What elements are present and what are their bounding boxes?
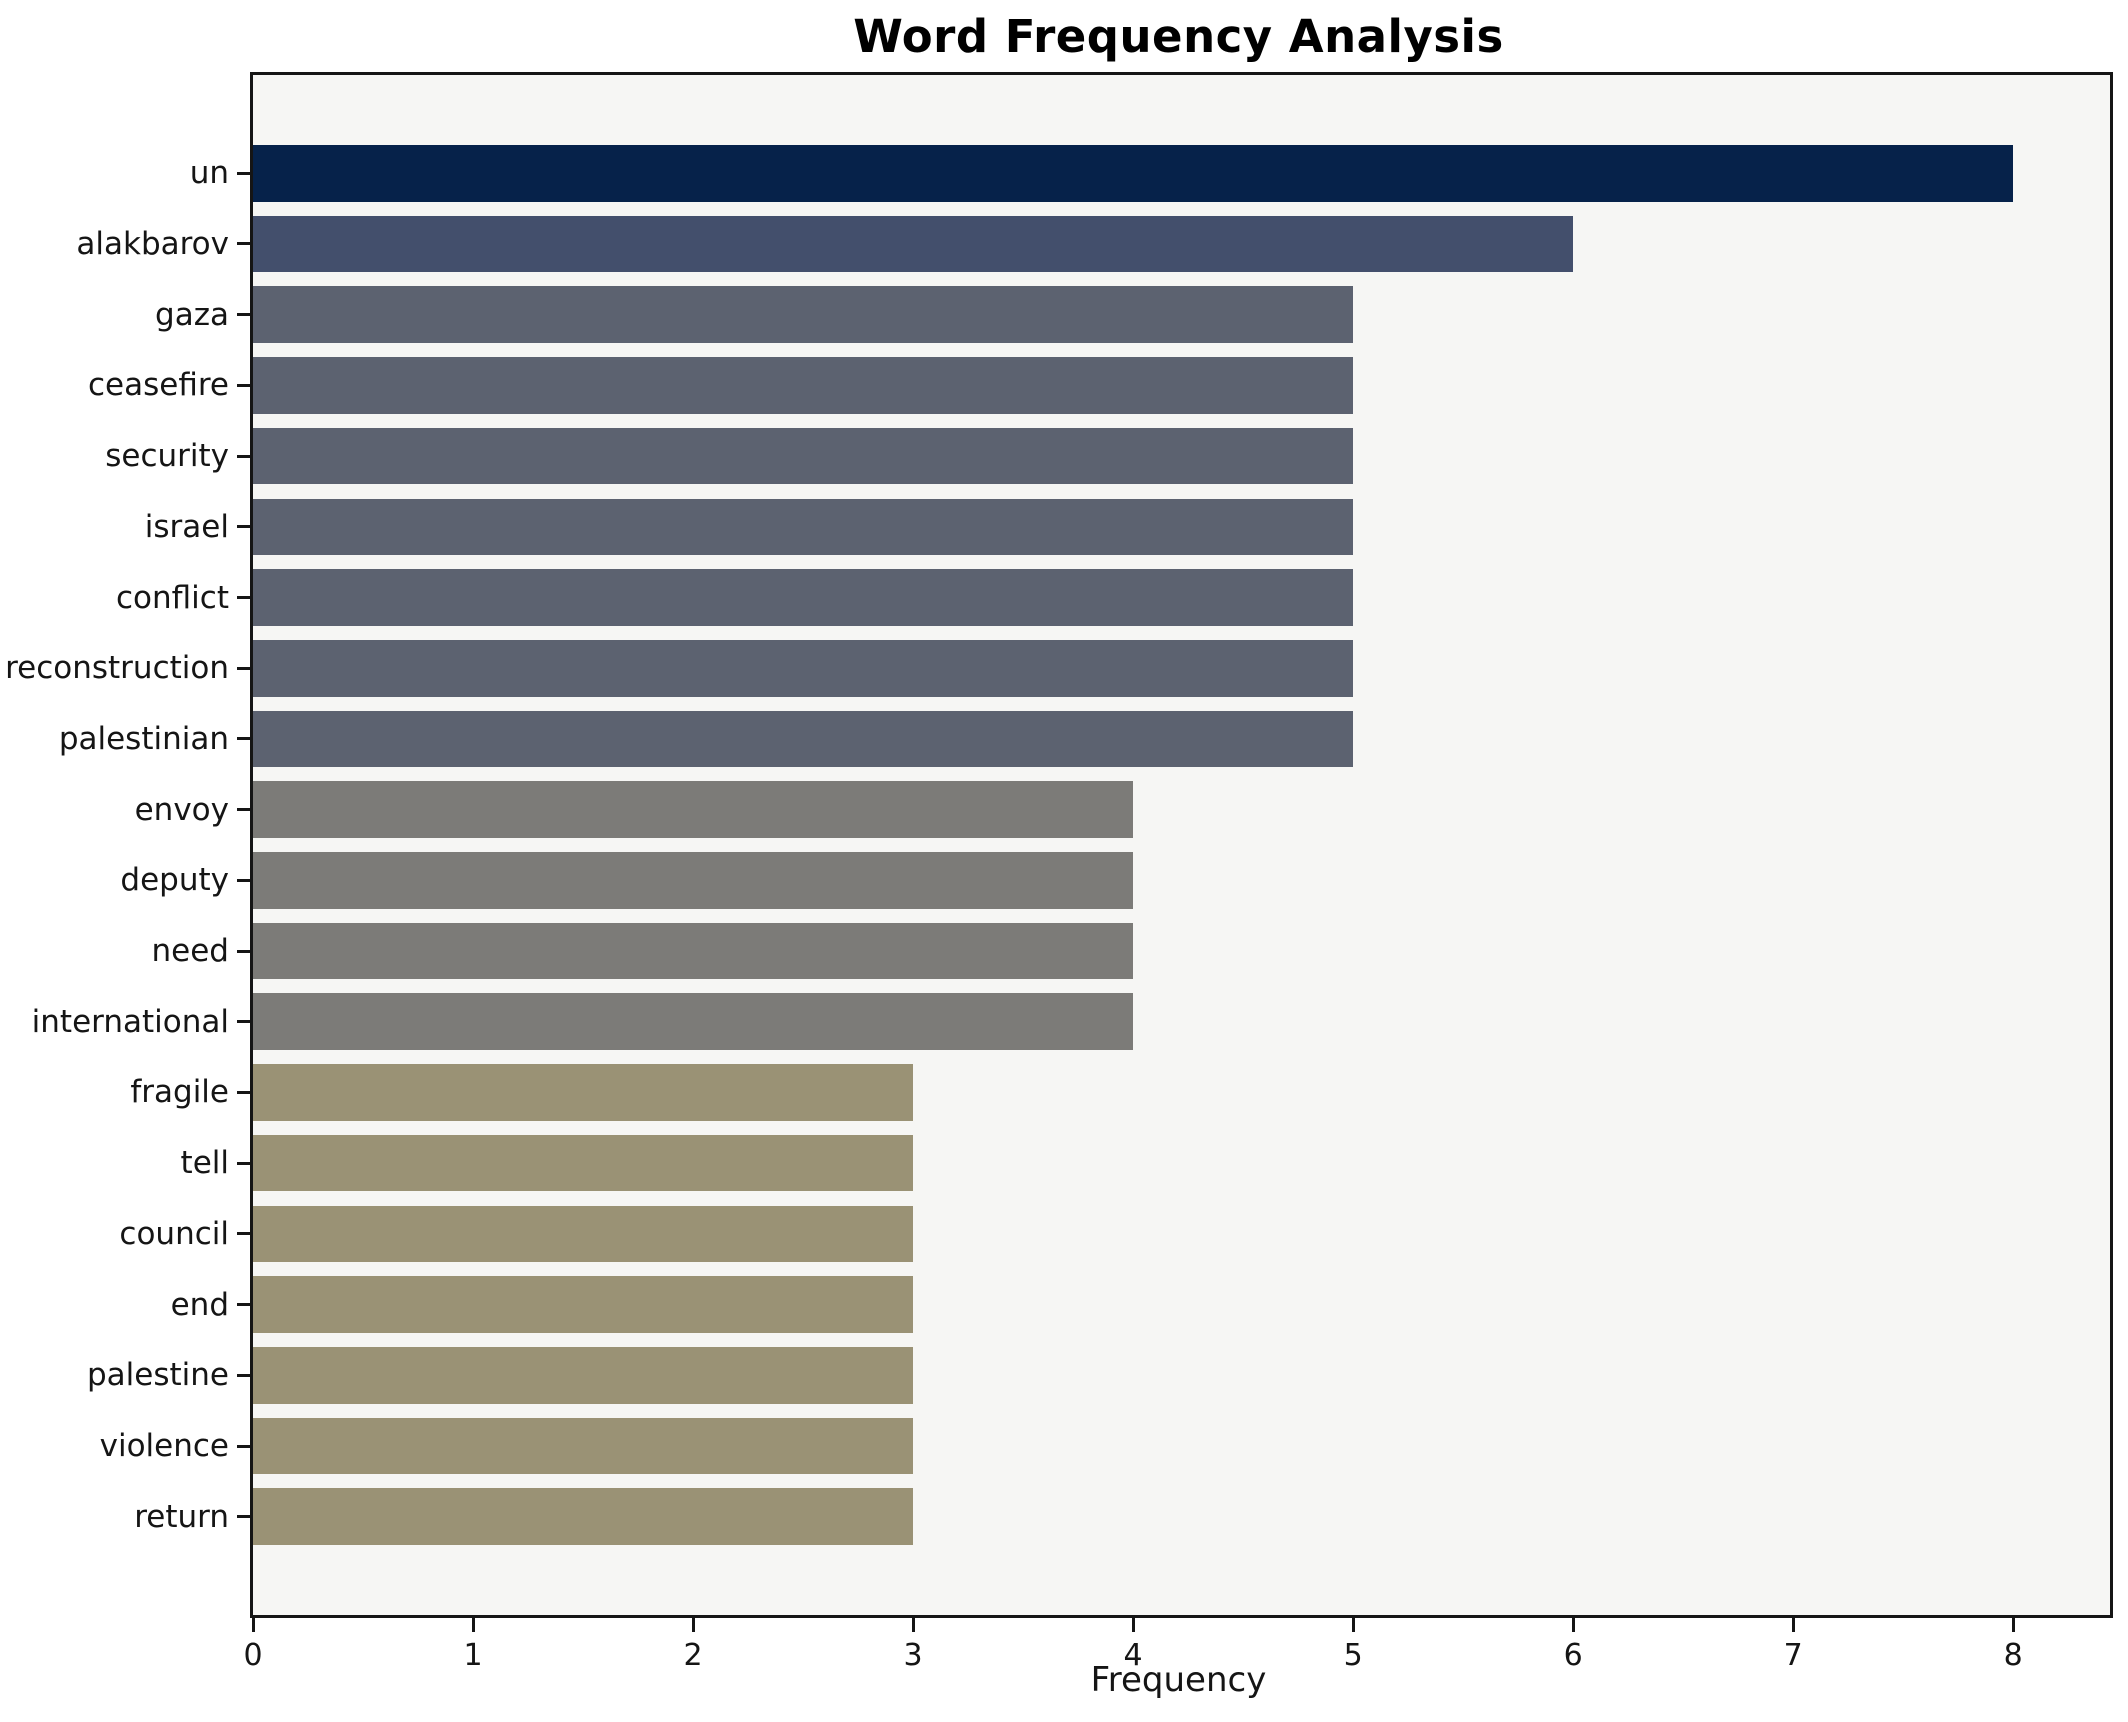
- y-tick-ceasefire: [237, 383, 250, 387]
- x-tick-label-8: 8: [2003, 1638, 2023, 1673]
- y-tick-label-palestinian: palestinian: [58, 720, 229, 757]
- bar-reconstruction: [253, 639, 1354, 697]
- bar-deputy: [253, 852, 1134, 909]
- x-tick-2: [691, 1618, 695, 1632]
- y-tick-security: [237, 454, 250, 458]
- x-axis-label: Frequency: [1090, 1660, 1267, 1700]
- y-tick-label-tell: tell: [180, 1145, 229, 1182]
- y-tick-need: [237, 949, 250, 953]
- bar-return: [253, 1488, 914, 1545]
- x-tick-label-4: 4: [1123, 1638, 1143, 1673]
- bar-ceasefire: [253, 357, 1354, 414]
- bar-gaza: [253, 286, 1354, 343]
- y-tick-label-security: security: [105, 438, 229, 475]
- x-tick-label-5: 5: [1343, 1638, 1363, 1673]
- y-tick-label-international: international: [31, 1003, 229, 1040]
- y-tick-conflict: [237, 596, 250, 600]
- x-tick-label-1: 1: [463, 1638, 483, 1673]
- y-tick-label-end: end: [170, 1286, 229, 1323]
- y-tick-label-return: return: [134, 1498, 229, 1535]
- x-tick-label-0: 0: [243, 1638, 263, 1673]
- bar-international: [253, 993, 1134, 1051]
- y-tick-fragile: [237, 1090, 250, 1094]
- bar-envoy: [253, 781, 1134, 838]
- y-tick-label-conflict: conflict: [116, 579, 229, 616]
- y-tick-reconstruction: [237, 666, 250, 670]
- y-tick-label-reconstruction: reconstruction: [5, 650, 229, 687]
- x-tick-0: [251, 1618, 255, 1632]
- y-tick-label-envoy: envoy: [134, 791, 229, 828]
- bar-violence: [253, 1417, 914, 1475]
- y-tick-label-alakbarov: alakbarov: [76, 225, 229, 262]
- x-tick-3: [911, 1618, 915, 1632]
- y-tick-label-council: council: [119, 1215, 229, 1252]
- x-tick-label-3: 3: [903, 1638, 923, 1673]
- y-tick-un: [237, 171, 250, 175]
- y-tick-return: [237, 1515, 250, 1519]
- x-tick-label-2: 2: [683, 1638, 703, 1673]
- y-tick-label-ceasefire: ceasefire: [88, 367, 229, 404]
- y-tick-envoy: [237, 808, 250, 812]
- bar-security: [253, 427, 1354, 485]
- y-tick-palestinian: [237, 737, 250, 741]
- bar-end: [253, 1276, 914, 1333]
- x-tick-label-6: 6: [1563, 1638, 1583, 1673]
- y-tick-council: [237, 1232, 250, 1236]
- bar-un: [253, 145, 2014, 202]
- bar-palestinian: [253, 710, 1354, 768]
- chart-title: Word Frequency Analysis: [853, 10, 1504, 63]
- bar-israel: [253, 498, 1354, 556]
- y-tick-deputy: [237, 878, 250, 882]
- bar-need: [253, 922, 1134, 980]
- y-tick-alakbarov: [237, 242, 250, 246]
- x-tick-4: [1131, 1618, 1135, 1632]
- y-tick-tell: [237, 1161, 250, 1165]
- bar-tell: [253, 1134, 914, 1192]
- y-tick-israel: [237, 525, 250, 529]
- bar-council: [253, 1205, 914, 1263]
- y-tick-label-gaza: gaza: [155, 296, 229, 333]
- y-tick-label-need: need: [151, 933, 229, 970]
- y-tick-label-palestine: palestine: [87, 1357, 229, 1394]
- bar-palestine: [253, 1347, 914, 1404]
- bar-alakbarov: [253, 215, 1574, 273]
- bar-conflict: [253, 569, 1354, 626]
- x-tick-5: [1351, 1618, 1355, 1632]
- y-tick-label-un: un: [189, 155, 229, 192]
- bar-fragile: [253, 1064, 914, 1121]
- x-tick-8: [2011, 1618, 2015, 1632]
- x-tick-7: [1791, 1618, 1795, 1632]
- x-tick-label-7: 7: [1783, 1638, 1803, 1673]
- x-tick-1: [471, 1618, 475, 1632]
- y-tick-palestine: [237, 1373, 250, 1377]
- plot-area: 0 1 2 3 4 5 6 7 8: [237, 72, 2113, 1673]
- y-tick-label-violence: violence: [99, 1428, 229, 1464]
- x-tick-6: [1571, 1618, 1575, 1632]
- y-tick-label-deputy: deputy: [120, 862, 229, 899]
- y-tick-violence: [237, 1444, 250, 1448]
- y-tick-label-fragile: fragile: [130, 1074, 229, 1111]
- y-tick-label-israel: israel: [144, 508, 229, 545]
- y-tick-gaza: [237, 313, 250, 317]
- y-tick-international: [237, 1020, 250, 1024]
- y-tick-end: [237, 1303, 250, 1307]
